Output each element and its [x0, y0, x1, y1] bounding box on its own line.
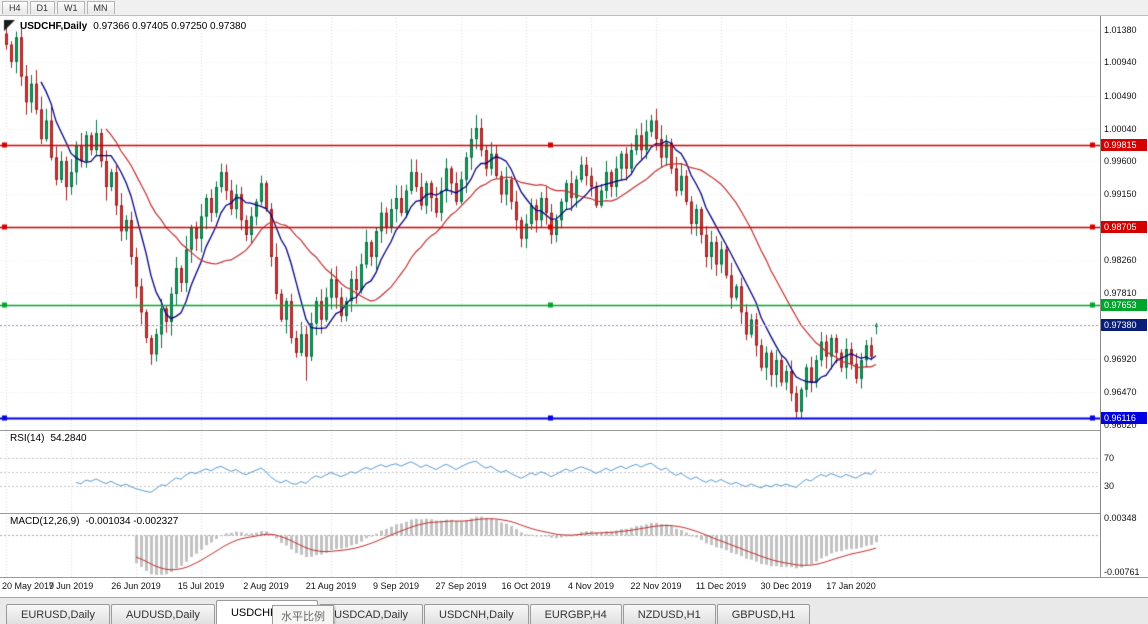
axis-tick-label: 0.96470	[1104, 386, 1137, 397]
symbol-label: USDCHF,Daily	[20, 21, 88, 32]
axis-tick-label: 0.99600	[1104, 156, 1137, 167]
timeframe-buttons: H4 D1 W1 MN	[0, 1, 115, 14]
price-line-label: 0.97380	[1101, 318, 1147, 331]
timeframe-toolbar: H4 D1 W1 MN	[0, 0, 1148, 16]
date-axis-label: 27 Sep 2019	[435, 581, 487, 591]
macd-label: MACD(12,26,9)	[10, 516, 80, 527]
macd-header: MACD(12,26,9) -0.001034 -0.002327	[10, 516, 178, 527]
tab-bar-border	[0, 597, 1148, 598]
timeframe-button-mn[interactable]: MN	[86, 1, 115, 14]
axis-tick-label: 0.99150	[1104, 189, 1137, 200]
panel-separator-macd-dates	[0, 577, 1148, 578]
panel-separator-main-rsi[interactable]	[0, 430, 1148, 431]
date-axis-label: 7 Jun 2019	[48, 581, 94, 591]
chart-tab-nzdusd[interactable]: NZDUSD,H1	[622, 604, 716, 624]
date-axis-label: 9 Sep 2019	[372, 581, 420, 591]
rsi-header: RSI(14) 54.2840	[10, 433, 87, 444]
axis-tick-label: 1.00040	[1104, 123, 1137, 134]
chart-tab-audusd[interactable]: AUDUSD,Daily	[110, 604, 215, 624]
tooltip-horizontal-scale: 水平比例	[272, 605, 334, 624]
rsi-label: RSI(14)	[10, 433, 45, 444]
date-axis-label: 22 Nov 2019	[630, 581, 682, 591]
price-line-label: 0.97653	[1101, 298, 1147, 311]
date-axis-label: 15 Jul 2019	[177, 581, 225, 591]
axis-tick-label: 0.96920	[1104, 353, 1137, 364]
timeframe-button-h4[interactable]: H4	[2, 1, 28, 14]
axis-tick-label: 0.98260	[1104, 254, 1137, 265]
chart-tab-gbpusd[interactable]: GBPUSD,H1	[716, 604, 811, 624]
chart-tabs: EURUSD,Daily AUDUSD,Daily USDCHF,Daily USDC…	[6, 600, 811, 624]
axis-tick-label: 1.00490	[1104, 90, 1137, 101]
axis-tick-label: 1.00940	[1104, 57, 1137, 68]
chart-tab-eurusd[interactable]: EURUSD,Daily	[6, 604, 110, 624]
price-axis[interactable]: 1.01380 1.00940 1.00490 1.00040 0.99600 0.991…	[1101, 0, 1148, 577]
macd-value: -0.001034 -0.002327	[85, 516, 179, 527]
timeframe-button-w1[interactable]: W1	[57, 1, 85, 14]
chart-tab-eurgbp[interactable]: EURGBP,H4	[529, 604, 622, 624]
date-axis-label: 17 Jan 2020	[826, 581, 876, 591]
axis-tick-label: -0.00761	[1104, 567, 1140, 577]
axis-tick-label: 1.01380	[1104, 25, 1137, 36]
date-axis[interactable]: 20 May 2019 7 Jun 2019 26 Jun 2019 15 Jul 2…	[0, 578, 1148, 597]
price-line-label: 0.98705	[1101, 221, 1147, 234]
rsi-value: 54.2840	[50, 433, 87, 444]
date-axis-label: 4 Nov 2019	[567, 581, 615, 591]
chart-title: USDCHF,Daily 0.97366 0.97405 0.97250 0.97…	[20, 21, 246, 32]
axis-tick-label: 0.00348	[1104, 513, 1137, 523]
axis-tick-label: 0.96020	[1104, 419, 1137, 430]
panel-separator-rsi-macd[interactable]	[0, 513, 1148, 514]
timeframe-button-d1[interactable]: D1	[29, 1, 56, 14]
price-axis-separator	[1100, 15, 1101, 577]
axis-tick-label: 70	[1104, 452, 1115, 463]
chart-tab-usdcad[interactable]: USDCAD,Daily	[319, 604, 424, 624]
date-axis-label: 26 Jun 2019	[111, 581, 161, 591]
price-line-label: 0.96116	[1101, 411, 1147, 424]
date-axis-label: 11 Dec 2019	[695, 581, 747, 591]
price-line-label: 0.99815	[1101, 139, 1147, 152]
ohlc-values: 0.97366 0.97405 0.97250 0.97380	[93, 21, 247, 32]
price-chart-canvas[interactable]	[0, 15, 1100, 577]
axis-tick-label: 0.97810	[1104, 288, 1137, 299]
chart-tab-bar: EURUSD,Daily AUDUSD,Daily USDCHF,Daily USDC…	[0, 598, 1148, 624]
date-axis-label: 21 Aug 2019	[305, 581, 357, 591]
date-axis-label: 20 May 2019	[1, 581, 55, 591]
date-axis-label: 2 Aug 2019	[243, 581, 289, 591]
date-axis-label: 16 Oct 2019	[501, 581, 551, 591]
axis-tick-label: 30	[1104, 481, 1115, 492]
date-axis-label: 30 Dec 2019	[760, 581, 812, 591]
chart-tab-usdcnh[interactable]: USDCNH,Daily	[424, 604, 529, 624]
